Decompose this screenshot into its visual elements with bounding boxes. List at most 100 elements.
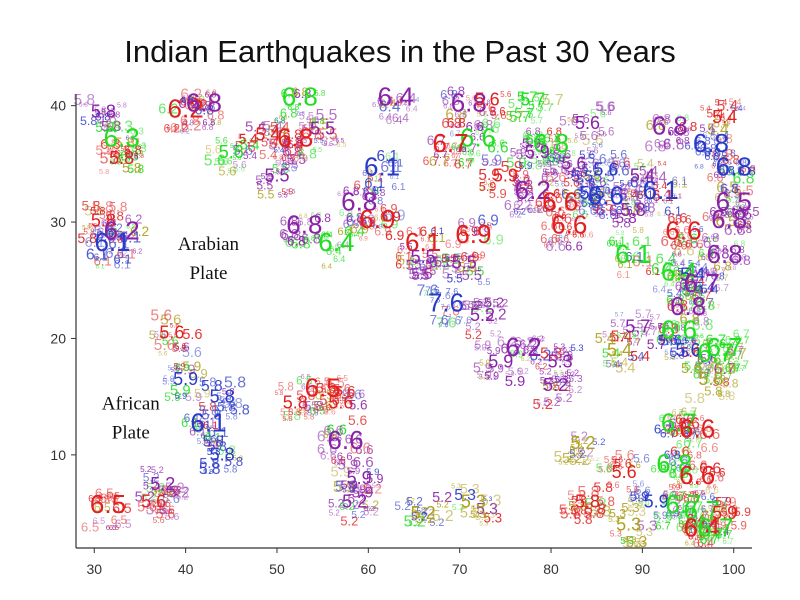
quake-mark: 6.4 bbox=[664, 279, 674, 288]
quake-mark: 5.9 bbox=[731, 519, 747, 532]
quake-mark: 6.7 bbox=[708, 533, 721, 544]
quake-mark: 5.5 bbox=[312, 147, 322, 154]
quake-mark: 5.5 bbox=[412, 269, 429, 283]
quake-mark: 5.6 bbox=[137, 500, 157, 516]
quake-mark: 6.4 bbox=[686, 281, 703, 295]
quake-mark: 5.5 bbox=[285, 161, 299, 172]
quake-mark: 6.5 bbox=[313, 405, 328, 417]
quake-mark: 6.3 bbox=[126, 135, 135, 142]
quake-mark: 5.6 bbox=[597, 132, 607, 139]
quake-mark: 5.8 bbox=[621, 202, 641, 218]
quake-mark: 6.8 bbox=[206, 88, 217, 97]
quake-mark: 5.7 bbox=[531, 115, 543, 125]
quake-mark: 6.8 bbox=[711, 247, 721, 256]
quake-mark: 6.6 bbox=[660, 233, 681, 250]
quake-mark: 6.8 bbox=[297, 217, 313, 229]
quake-mark: 6.2 bbox=[163, 121, 180, 135]
quake-mark: 6.8 bbox=[312, 116, 325, 126]
quake-mark: 5.6 bbox=[695, 359, 712, 373]
quake-mark: 6.6 bbox=[317, 429, 339, 446]
quake-mark: 6.1 bbox=[86, 247, 108, 264]
quake-mark: 5.8 bbox=[109, 110, 121, 120]
quake-mark: 5.8 bbox=[99, 208, 116, 222]
quake-mark: 6.7 bbox=[685, 507, 705, 523]
quake-mark: 5.6 bbox=[215, 157, 229, 168]
quake-mark: 5.6 bbox=[549, 162, 568, 177]
quake-mark: 5.6 bbox=[590, 109, 606, 121]
quake-point: 6.6 bbox=[460, 122, 496, 152]
quake-mark: 6.8 bbox=[442, 93, 460, 108]
quake-mark: 6.6 bbox=[481, 115, 501, 131]
quake-mark: 6.3 bbox=[135, 142, 146, 151]
quake-mark: 5.8 bbox=[224, 464, 238, 475]
quake-mark: 5.4 bbox=[653, 188, 671, 202]
quake-mark: 6.8 bbox=[658, 322, 679, 338]
quake-mark: 5.6 bbox=[582, 132, 604, 149]
quake-point: 5.8 bbox=[91, 101, 116, 121]
x-tick-label: 50 bbox=[269, 561, 285, 577]
quake-mark: 6.1 bbox=[618, 259, 633, 271]
quake-mark: 5.2 bbox=[421, 506, 434, 517]
quake-mark: 5.9 bbox=[481, 152, 502, 169]
quake-mark: 5.2 bbox=[568, 385, 582, 396]
quake-mark: 5.2 bbox=[488, 319, 498, 326]
quake-mark: 6.1 bbox=[429, 254, 451, 271]
quake-mark: 6.4 bbox=[666, 268, 686, 284]
quake-mark: 5.9 bbox=[720, 506, 738, 520]
quake-mark: 5.2 bbox=[432, 490, 452, 506]
quake-mark: 6.5 bbox=[106, 523, 117, 532]
quake-mark: 6.8 bbox=[676, 309, 686, 316]
quake-mark: 6.8 bbox=[712, 147, 734, 164]
quake-mark: 6.7 bbox=[722, 365, 737, 376]
quake-point: 6.2 bbox=[104, 216, 140, 246]
quake-mark: 5.6 bbox=[232, 142, 253, 159]
quake-mark: 6.8 bbox=[541, 146, 555, 157]
quake-mark: 5.4 bbox=[261, 134, 279, 149]
quake-mark: 6.1 bbox=[196, 424, 211, 436]
quake-mark: 6.6 bbox=[572, 216, 581, 223]
quake-mark: 5.2 bbox=[157, 484, 179, 501]
quake-mark: 5.2 bbox=[569, 445, 584, 457]
quake-mark: 6.6 bbox=[543, 191, 563, 207]
quake-mark: 5.4 bbox=[695, 280, 716, 296]
quake-mark: 6.7 bbox=[700, 516, 720, 532]
quake-mark: 6.8 bbox=[709, 246, 729, 262]
quake-mark: 6.8 bbox=[180, 113, 200, 129]
quake-mark: 6.5 bbox=[337, 374, 349, 383]
quake-mark: 5.9 bbox=[482, 157, 497, 169]
quake-mark: 5.3 bbox=[540, 346, 562, 363]
quake-mark: 6.8 bbox=[194, 98, 212, 113]
quake-mark: 5.6 bbox=[154, 505, 169, 516]
quake-mark: 6.1 bbox=[428, 231, 446, 245]
quake-mark: 6.1 bbox=[624, 253, 634, 262]
quake-mark: 5.9 bbox=[717, 522, 729, 532]
quake-mark: 6.2 bbox=[517, 366, 529, 376]
quake-mark: 5.9 bbox=[532, 150, 542, 157]
quake-mark: 5.6 bbox=[592, 140, 603, 149]
quake-mark: 5.6 bbox=[549, 153, 565, 165]
quake-mark: 5.9 bbox=[629, 493, 645, 505]
quake-point: 5.5 bbox=[264, 165, 289, 185]
quake-point: 6.1 bbox=[190, 408, 226, 438]
quake-mark: 5.7 bbox=[508, 96, 526, 111]
quake-mark: 5.8 bbox=[128, 162, 145, 176]
quake-mark: 5.8 bbox=[637, 196, 649, 206]
quake-mark: 6.8 bbox=[311, 210, 322, 219]
quake-mark: 5.8 bbox=[104, 126, 113, 133]
quake-mark: 6.4 bbox=[330, 244, 341, 253]
quake-mark: 5.8 bbox=[571, 494, 587, 506]
quake-mark: 6.4 bbox=[321, 229, 333, 239]
quake-mark: 5.8 bbox=[624, 198, 636, 207]
quake-mark: 5.9 bbox=[474, 343, 487, 353]
quake-mark: 5.4 bbox=[706, 107, 723, 121]
quake-mark: 6.4 bbox=[689, 533, 699, 542]
quake-mark: 5.8 bbox=[225, 454, 244, 469]
quake-mark: 5.8 bbox=[224, 375, 246, 392]
quake-mark: 5.8 bbox=[96, 143, 115, 158]
quake-mark: 6.8 bbox=[731, 203, 749, 218]
quake-mark: 6.6 bbox=[554, 210, 566, 220]
quake-point: 5.6 bbox=[141, 491, 166, 511]
quake-mark: 5.9 bbox=[501, 159, 523, 176]
quake-mark: 6.8 bbox=[722, 160, 732, 167]
quake-mark: 5.6 bbox=[243, 136, 254, 145]
